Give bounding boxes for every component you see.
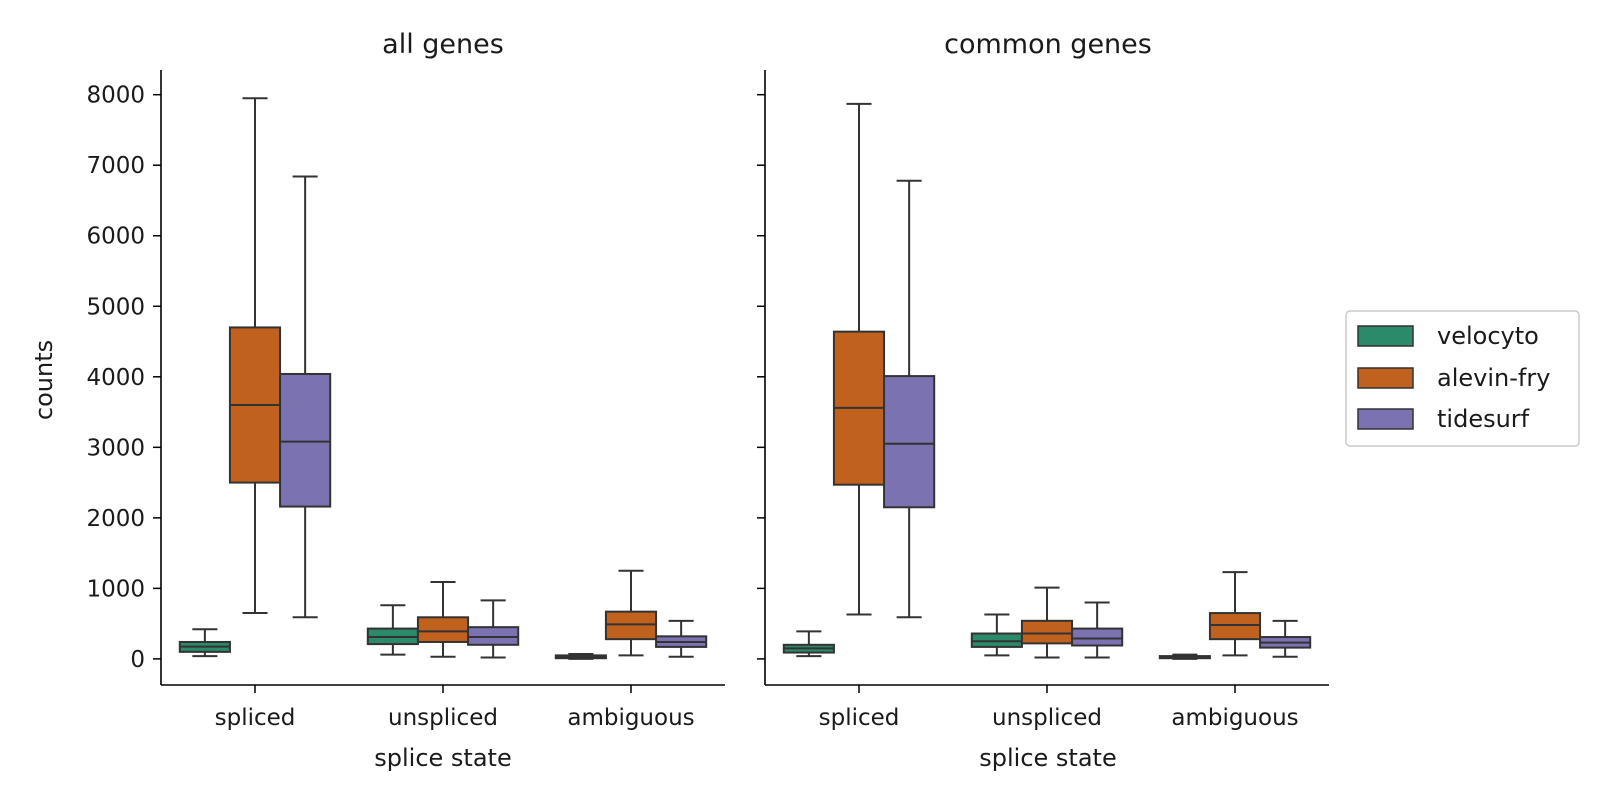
- legend-swatch-velocyto: [1357, 325, 1414, 347]
- legend-label-tidesurf: tidesurf: [1437, 405, 1530, 433]
- legend: velocyto alevin-fry tidesurf: [1345, 310, 1580, 447]
- box-tidesurf-unspliced-iqr: [1071, 627, 1124, 647]
- box-alevin-fry-ambiguous-iqr: [1208, 612, 1262, 641]
- box-alevin-fry-unspliced-iqr: [416, 616, 470, 643]
- box-tidesurf-spliced-iqr: [279, 372, 332, 508]
- box-alevin-fry-ambiguous-iqr: [604, 610, 658, 641]
- legend-swatch-alevin-fry: [1357, 367, 1414, 389]
- legend-label-alevin-fry: alevin-fry: [1437, 364, 1550, 392]
- panel-marks-all-genes: 0 1000 2000 3000 4000 5000 6000 7000 8000 spliced…: [86, 70, 725, 731]
- panel-common-genes: common genes splice state spliced unsplic…: [757, 29, 1329, 772]
- y-tick-label: 5000: [86, 294, 145, 320]
- y-tick-label: 3000: [86, 435, 145, 461]
- x-axis-title-all-genes: splice state: [374, 744, 511, 772]
- y-tick-label: 8000: [86, 83, 145, 109]
- y-tick-label: 0: [130, 647, 145, 673]
- y-tick-label: 4000: [86, 365, 145, 391]
- x-tick-label-ambiguous: ambiguous: [567, 705, 694, 731]
- x-tick-label-spliced: spliced: [215, 705, 296, 731]
- x-axis-title-common-genes: splice state: [979, 744, 1116, 772]
- panel-title-all-genes: all genes: [382, 29, 504, 60]
- box-alevin-fry-unspliced-iqr: [1020, 619, 1074, 645]
- y-tick-label: 1000: [86, 576, 145, 602]
- y-axis-title: counts: [30, 340, 58, 420]
- box-tidesurf-spliced-iqr: [883, 375, 936, 509]
- x-tick-label-unspliced: unspliced: [992, 705, 1102, 731]
- legend-label-velocyto: velocyto: [1437, 322, 1539, 350]
- panel-all-genes: all genes splice state counts 0 1000 2000 3…: [30, 29, 725, 772]
- panel-title-common-genes: common genes: [944, 29, 1152, 60]
- box-tidesurf-unspliced-iqr: [467, 626, 520, 646]
- legend-swatch-tidesurf: [1357, 408, 1414, 430]
- x-tick-label-spliced: spliced: [819, 705, 900, 731]
- x-tick-label-ambiguous: ambiguous: [1171, 705, 1298, 731]
- panel-marks-common-genes: spliced unspliced ambiguous: [757, 70, 1329, 731]
- box-velocyto-unspliced-iqr: [970, 632, 1023, 648]
- x-tick-label-unspliced: unspliced: [388, 705, 498, 731]
- y-tick-label: 6000: [86, 224, 145, 250]
- y-tick-label: 2000: [86, 506, 145, 532]
- y-tick-label: 7000: [86, 153, 145, 179]
